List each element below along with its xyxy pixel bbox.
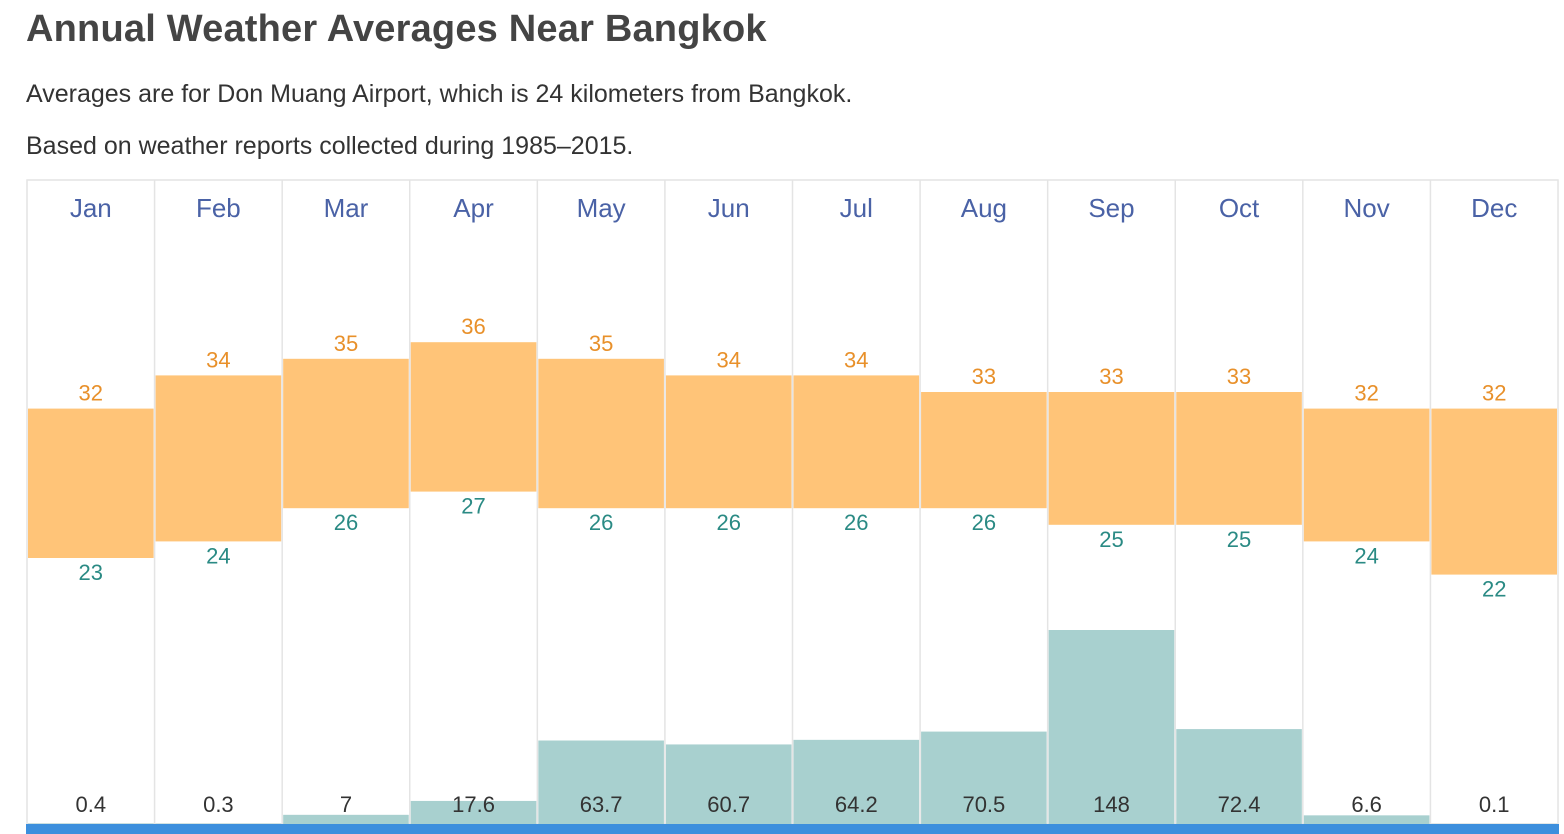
high-temp-label-oct: 33 (1227, 364, 1251, 389)
month-label-feb: Feb (196, 193, 241, 223)
page-description: Averages are for Don Muang Airport, whic… (26, 80, 853, 108)
temp-band-jul (793, 375, 920, 509)
temp-band-may (538, 358, 664, 509)
month-label-jul: Jul (840, 193, 873, 223)
precip-bar-sep (1048, 630, 1175, 824)
precip-label-nov: 6.6 (1351, 792, 1382, 817)
low-temp-label-apr: 27 (461, 494, 485, 519)
low-temp-label-dec: 22 (1482, 577, 1506, 602)
precip-label-jul: 64.2 (835, 792, 878, 817)
temp-band-jun (665, 375, 792, 509)
precip-bar-mar (283, 814, 409, 824)
precip-bar-oct (1176, 729, 1302, 824)
high-temp-label-mar: 35 (334, 331, 358, 356)
low-temp-label-may: 26 (589, 510, 613, 535)
month-label-aug: Aug (961, 193, 1007, 223)
temp-band-jan (28, 408, 154, 558)
high-temp-label-may: 35 (589, 331, 613, 356)
high-temp-label-feb: 34 (206, 347, 230, 372)
month-label-nov: Nov (1344, 193, 1390, 223)
temp-band-nov (1303, 408, 1430, 542)
precip-label-sep: 148 (1093, 792, 1130, 817)
precip-label-apr: 17.6 (452, 792, 495, 817)
low-temp-label-oct: 25 (1227, 527, 1251, 552)
high-temp-label-sep: 33 (1099, 364, 1123, 389)
month-label-dec: Dec (1471, 193, 1517, 223)
month-label-mar: Mar (324, 193, 369, 223)
low-temp-label-nov: 24 (1354, 543, 1378, 568)
precip-label-aug: 70.5 (962, 792, 1005, 817)
low-temp-label-jul: 26 (844, 510, 868, 535)
page-title: Annual Weather Averages Near Bangkok (26, 8, 767, 50)
temp-band-oct (1176, 392, 1302, 525)
high-temp-label-apr: 36 (461, 314, 485, 339)
precip-label-dec: 0.1 (1479, 792, 1510, 817)
low-temp-label-mar: 26 (334, 510, 358, 535)
low-temp-label-aug: 26 (972, 510, 996, 535)
high-temp-label-jan: 32 (79, 381, 103, 406)
month-label-sep: Sep (1088, 193, 1134, 223)
temp-band-feb (155, 375, 282, 542)
precip-bar-jun (665, 744, 792, 824)
precip-bar-may (538, 740, 664, 824)
high-temp-label-jul: 34 (844, 347, 868, 372)
precip-label-feb: 0.3 (203, 792, 234, 817)
month-label-apr: Apr (453, 193, 494, 223)
precip-label-oct: 72.4 (1218, 792, 1261, 817)
high-temp-label-aug: 33 (972, 364, 996, 389)
precip-label-jun: 60.7 (707, 792, 750, 817)
low-temp-label-sep: 25 (1099, 527, 1123, 552)
precip-label-may: 63.7 (580, 792, 623, 817)
month-label-jan: Jan (70, 193, 112, 223)
temp-band-aug (921, 392, 1047, 509)
precip-bar-apr (410, 800, 537, 824)
temp-band-apr (410, 342, 537, 492)
precip-bar-jan (28, 823, 154, 824)
precip-bar-aug (921, 731, 1047, 824)
bottom-accent-bar (26, 824, 1559, 834)
precip-label-mar: 7 (340, 792, 352, 817)
precip-bar-nov (1303, 815, 1430, 824)
temp-band-mar (283, 358, 409, 509)
month-label-may: May (577, 193, 626, 223)
month-label-jun: Jun (708, 193, 750, 223)
month-label-oct: Oct (1219, 193, 1260, 223)
high-temp-label-jun: 34 (716, 347, 740, 372)
temp-band-sep (1048, 392, 1175, 525)
high-temp-label-nov: 32 (1354, 381, 1378, 406)
precip-label-jan: 0.4 (75, 792, 106, 817)
temp-band-dec (1431, 408, 1557, 575)
precip-bar-jul (793, 739, 920, 824)
low-temp-label-jun: 26 (716, 510, 740, 535)
low-temp-label-feb: 24 (206, 543, 230, 568)
period-note: Based on weather reports collected durin… (26, 132, 634, 160)
high-temp-label-dec: 32 (1482, 381, 1506, 406)
low-temp-label-jan: 23 (79, 560, 103, 585)
